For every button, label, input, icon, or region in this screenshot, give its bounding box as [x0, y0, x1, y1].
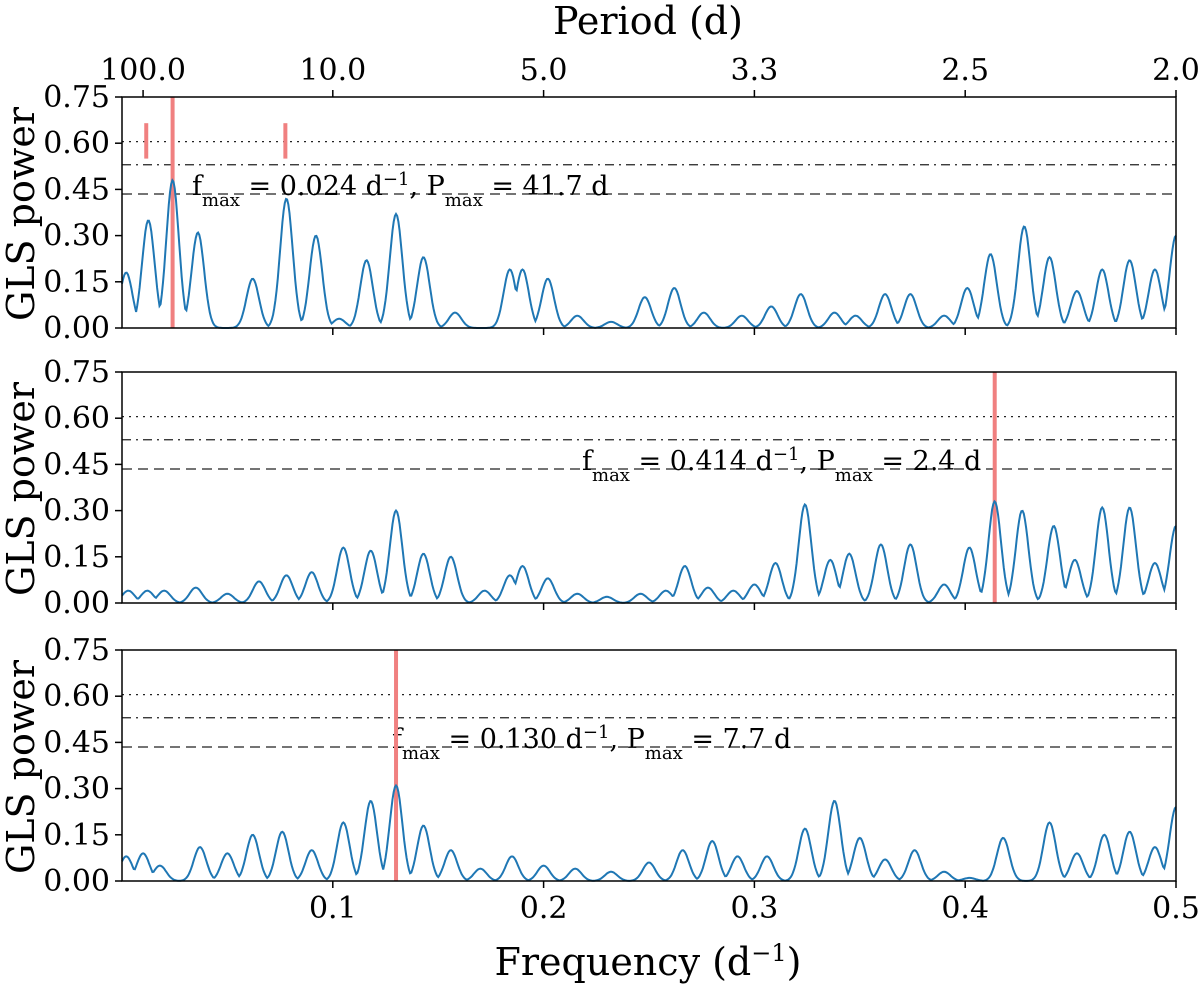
gls-power-curve: [121, 783, 1177, 882]
top-tick-label: 2.0: [1152, 53, 1200, 88]
peak-annotation: fmax = 0.414 d−1, Pmax = 2.4 d: [582, 444, 981, 486]
x-tick-label: 0.4: [941, 891, 989, 926]
axes-frame: [121, 96, 1177, 329]
axes-frame: [121, 649, 1177, 882]
bottom-frequency-ticks: 0.1 0.2 0.3 0.4 0.5: [309, 891, 1200, 926]
x-tick-label: 0.3: [731, 891, 779, 926]
y-tick-label: 0.15: [43, 540, 110, 575]
y-tick-label: 0.00: [43, 864, 110, 899]
y-tick-label: 0.15: [43, 818, 110, 853]
y-tick-label: 0.00: [43, 586, 110, 621]
y-tick-label: 0.75: [43, 633, 110, 668]
top-tick-label: 100.0: [100, 53, 186, 88]
y-tick-label: 0.30: [43, 494, 110, 529]
peak-annotation: fmax = 0.024 d−1, Pmax = 41.7 d: [192, 169, 609, 211]
y-tick-label: 0.45: [43, 172, 110, 207]
top-period-ticks: 100.0 10.0 5.0 3.3 2.5 2.0: [100, 53, 1200, 97]
x-axis-title: Frequency (d−1): [495, 939, 802, 984]
x-tick-label: 0.1: [309, 891, 357, 926]
top-tick-label: 10.0: [299, 53, 366, 88]
gls-power-curve: [121, 499, 1177, 604]
top-axis-title: Period (d): [553, 0, 743, 43]
y-tick-label: 0.00: [43, 311, 110, 346]
top-tick-label: 5.0: [520, 53, 568, 88]
y-tick-label: 0.30: [43, 219, 110, 254]
panel-2: fmax = 0.414 d−1, Pmax = 2.4 d 0.00 0.15 0.…: [43, 355, 1177, 621]
y-tick-label: 0.75: [43, 355, 110, 390]
y-axis-title-panel-3: GLS power: [0, 659, 43, 874]
x-tick-label: 0.5: [1152, 891, 1200, 926]
x-tick-label: 0.2: [520, 891, 568, 926]
panel-3: fmax = 0.130 d−1, Pmax = 7.7 d 0.00 0.15 0.…: [43, 633, 1177, 899]
top-tick-label: 3.3: [731, 53, 779, 88]
peak-annotation: fmax = 0.130 d−1, Pmax = 7.7 d: [392, 722, 791, 764]
y-tick-label: 0.60: [43, 126, 110, 161]
y-axis-title-panel-1: GLS power: [0, 106, 43, 321]
y-tick-label: 0.15: [43, 265, 110, 300]
axes-frame: [121, 371, 1177, 604]
top-tick-label: 2.5: [941, 53, 989, 88]
panel-1: fmax = 0.024 d−1, Pmax = 41.7 d 0.00 0.15 0…: [43, 80, 1177, 346]
y-tick-label: 0.45: [43, 447, 110, 482]
y-tick-label: 0.30: [43, 772, 110, 807]
y-tick-label: 0.75: [43, 80, 110, 115]
y-axis-title-panel-2: GLS power: [0, 381, 43, 596]
gls-power-curve: [121, 178, 1177, 329]
y-tick-label: 0.60: [43, 679, 110, 714]
y-tick-label: 0.60: [43, 401, 110, 436]
y-tick-label: 0.45: [43, 725, 110, 760]
